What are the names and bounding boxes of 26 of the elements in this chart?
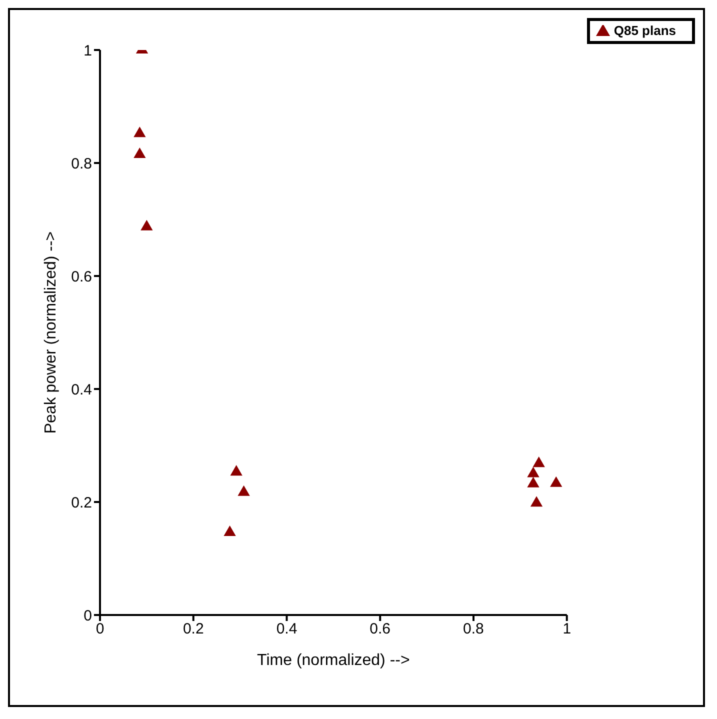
x-tick-label: 0.2 — [182, 620, 204, 638]
y-tick-label: 0 — [84, 607, 92, 624]
y-tick-label: 0.6 — [71, 268, 92, 286]
x-tick-label: 0 — [96, 620, 104, 638]
x-tick-label: 0.8 — [463, 620, 484, 638]
point — [530, 496, 543, 507]
y-axis-title: Peak power (normalized) --> — [42, 231, 60, 434]
x-axis-title: Time (normalized) --> — [257, 652, 410, 669]
x-tick-label: 0.4 — [276, 620, 298, 638]
x-tick-label: 0.6 — [370, 620, 391, 638]
y-tick-label: 0.2 — [71, 494, 92, 512]
point — [140, 220, 153, 230]
point — [527, 476, 540, 488]
y-tick-label: 0.4 — [71, 381, 92, 398]
point — [550, 476, 562, 487]
y-tick-label: 1 — [84, 42, 92, 60]
point — [532, 456, 545, 468]
point — [230, 465, 242, 476]
point — [527, 466, 540, 478]
point — [224, 525, 236, 536]
point — [134, 126, 146, 138]
legend-label: Q85 plans — [614, 23, 676, 38]
x-tick-label: 1 — [562, 620, 572, 638]
point — [238, 485, 250, 496]
y-tick-label: 0.8 — [71, 155, 92, 172]
point — [134, 148, 146, 158]
